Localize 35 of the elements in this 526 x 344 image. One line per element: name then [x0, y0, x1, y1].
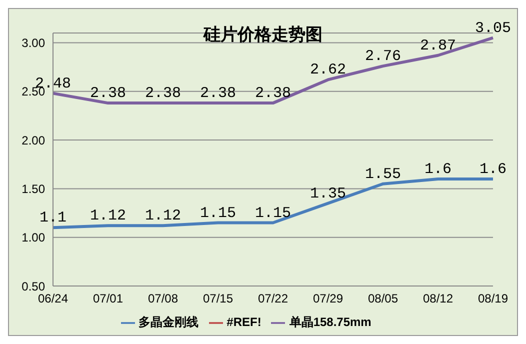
x-tick-label: 08/19 — [478, 292, 508, 306]
x-tick-label: 07/01 — [92, 292, 124, 306]
data-label: 1.55 — [364, 166, 402, 183]
data-label: 1.35 — [310, 185, 346, 202]
data-label: 1.12 — [144, 208, 182, 225]
data-label: 1.12 — [90, 208, 126, 225]
data-label: 1.15 — [254, 204, 292, 222]
x-tick-label: 06/24 — [38, 292, 68, 306]
x-tick-label: 07/15 — [202, 292, 234, 306]
y-tick-label: 1.00 — [22, 230, 46, 245]
data-label: 1.1 — [39, 210, 67, 227]
data-label: 2.38 — [90, 85, 126, 102]
y-tick-label: 0.50 — [22, 279, 46, 294]
data-label: 2.76 — [364, 48, 402, 66]
data-label: 1.6 — [424, 160, 452, 178]
x-tick-label: 08/12 — [422, 292, 454, 306]
y-tick-label: 2.00 — [22, 133, 46, 148]
data-label: 2.62 — [310, 62, 346, 79]
x-tick-label: 07/08 — [148, 292, 178, 306]
data-label: 1.6 — [479, 160, 507, 178]
data-label: 3.05 — [474, 20, 512, 37]
legend-label: #REF! — [226, 315, 262, 329]
legend-label: 单晶158.75mm — [289, 315, 372, 329]
data-label: 2.38 — [200, 85, 236, 102]
x-tick-label: 07/22 — [258, 292, 288, 306]
y-tick-label: 1.50 — [22, 182, 46, 196]
x-tick-label: 08/05 — [368, 292, 398, 306]
chart-title: 硅片价格走势图 — [204, 25, 322, 44]
data-label: 1.15 — [200, 204, 236, 222]
legend-label: 多晶金刚线 — [138, 315, 199, 329]
data-label: 2.87 — [420, 37, 456, 54]
data-label: 2.38 — [144, 85, 182, 102]
x-tick-label: 07/29 — [312, 292, 344, 306]
y-tick-label: 3.00 — [22, 36, 46, 50]
data-label: 2.38 — [254, 85, 292, 102]
